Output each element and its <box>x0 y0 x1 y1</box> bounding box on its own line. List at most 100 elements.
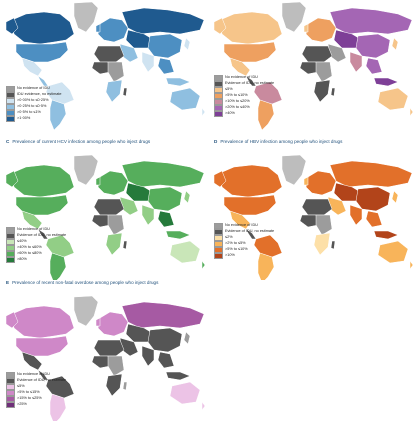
world-map <box>5 1 206 131</box>
legend-label: Evidence of IDU, no estimate <box>17 232 67 237</box>
region-nz <box>201 107 206 117</box>
region-sam_s <box>49 393 67 421</box>
legend-label: >10% <box>225 252 235 257</box>
legend-label: No evidence of IDU <box>17 372 50 376</box>
region-madag <box>330 87 336 97</box>
panel-title: E Prevalence of recent non-fatal overdose… <box>6 280 159 285</box>
legend-swatch <box>6 92 15 98</box>
legend-swatch <box>214 75 223 81</box>
region-afr_n <box>93 339 125 357</box>
region-sam_n <box>45 81 75 105</box>
region-sam_s <box>257 252 275 280</box>
region-nz <box>201 401 206 411</box>
panel-e-overdose-prevalence-map: E Prevalence of recent non-fatal overdose… <box>4 280 209 421</box>
world-map <box>5 295 206 421</box>
region-camerica <box>37 228 49 240</box>
region-europe <box>97 17 129 43</box>
legend-swatch <box>6 104 15 110</box>
legend-label: >0·25% to ≤0·5% <box>17 103 47 108</box>
region-russia <box>329 160 413 188</box>
legend-item: >0·00% to ≤0·25% <box>6 98 49 104</box>
region-uk <box>303 23 309 33</box>
region-indon <box>165 371 191 381</box>
legend-swatch <box>214 253 223 259</box>
region-india <box>141 51 155 73</box>
legend-label: >20% to ≤40% <box>225 104 250 109</box>
legend-item: Evidence of IDU, no estimate <box>6 378 66 384</box>
legend-swatch <box>214 93 223 99</box>
region-nz <box>409 260 414 270</box>
region-sam_s <box>257 99 275 131</box>
legend-label: IDU evidence, no estimate <box>17 91 62 96</box>
region-canada <box>219 11 283 45</box>
region-afr_n <box>301 45 333 63</box>
legend-item: >10% <box>214 253 254 259</box>
region-afr_s <box>105 373 123 397</box>
legend-swatch <box>6 372 15 378</box>
legend-label: >5% to ≤15% <box>17 389 40 394</box>
region-afr_w <box>91 61 111 75</box>
region-japan <box>391 190 399 204</box>
region-russia <box>121 301 205 329</box>
region-afr_w <box>91 355 111 369</box>
region-india <box>141 345 155 367</box>
legend-swatch <box>6 110 15 116</box>
legend-item: Evidence of IDU, no estimate <box>214 229 274 235</box>
legend-item: >0·5% to ≤1% <box>6 110 46 116</box>
region-alaska <box>213 17 227 35</box>
legend-item: >20% to ≤40% <box>214 105 254 111</box>
region-canada <box>11 11 75 45</box>
region-madag <box>330 240 336 250</box>
region-russia <box>121 160 205 188</box>
legend-label: >40% <box>225 110 235 115</box>
region-afr_n <box>93 45 125 63</box>
legend-item: Evidence of IDU, no estimate <box>214 81 274 87</box>
map-legend: No evidence of IDU IDU evidence, no estim… <box>6 86 62 122</box>
legend-swatch <box>6 98 15 104</box>
legend-swatch <box>6 396 15 402</box>
map-legend: No evidence of IDU Evidence of IDU, no es… <box>6 372 66 408</box>
region-europe <box>305 17 337 43</box>
region-afr_w <box>299 214 319 228</box>
legend-label: >5% to ≤10% <box>225 246 248 251</box>
legend-item: >25% <box>6 402 46 408</box>
region-indon <box>165 77 191 87</box>
region-australia <box>169 240 201 264</box>
region-camerica <box>37 75 49 87</box>
region-afr_c <box>315 61 333 83</box>
region-afr_s <box>313 232 331 256</box>
legend-swatch <box>6 233 15 239</box>
legend-swatch <box>214 223 223 229</box>
legend-label: No evidence of IDU <box>17 227 50 231</box>
legend-item: >60% to ≤80% <box>6 251 46 257</box>
region-afr_s <box>313 79 331 103</box>
legend-label: ≤5% <box>225 86 233 91</box>
region-indon <box>373 230 399 240</box>
region-canada <box>219 164 283 198</box>
legend-item: >40% to ≤60% <box>6 245 46 251</box>
region-china <box>355 186 391 212</box>
region-usa <box>223 41 277 63</box>
region-afr_n <box>301 198 333 216</box>
legend-swatch <box>214 111 223 117</box>
legend-item: >5% to ≤15% <box>6 390 46 396</box>
legend-swatch <box>6 116 15 122</box>
region-sam_n <box>45 234 75 258</box>
region-uk <box>95 317 101 327</box>
legend-item: >80% <box>6 257 46 263</box>
legend-swatch <box>6 384 15 390</box>
region-japan <box>391 37 399 51</box>
region-seasia <box>157 210 175 228</box>
legend-item: >2% to ≤5% <box>214 241 254 247</box>
legend-swatch <box>6 245 15 251</box>
region-uk <box>303 176 309 186</box>
legend-item: >1·00% <box>6 116 46 122</box>
region-sam_s <box>49 252 67 280</box>
region-australia <box>169 87 201 111</box>
region-china <box>147 33 183 59</box>
map-legend: No evidence of IDU Evidence of IDU, no es… <box>6 227 66 263</box>
region-japan <box>183 37 191 51</box>
region-australia <box>377 87 409 111</box>
region-japan <box>183 190 191 204</box>
region-camerica <box>37 369 49 381</box>
